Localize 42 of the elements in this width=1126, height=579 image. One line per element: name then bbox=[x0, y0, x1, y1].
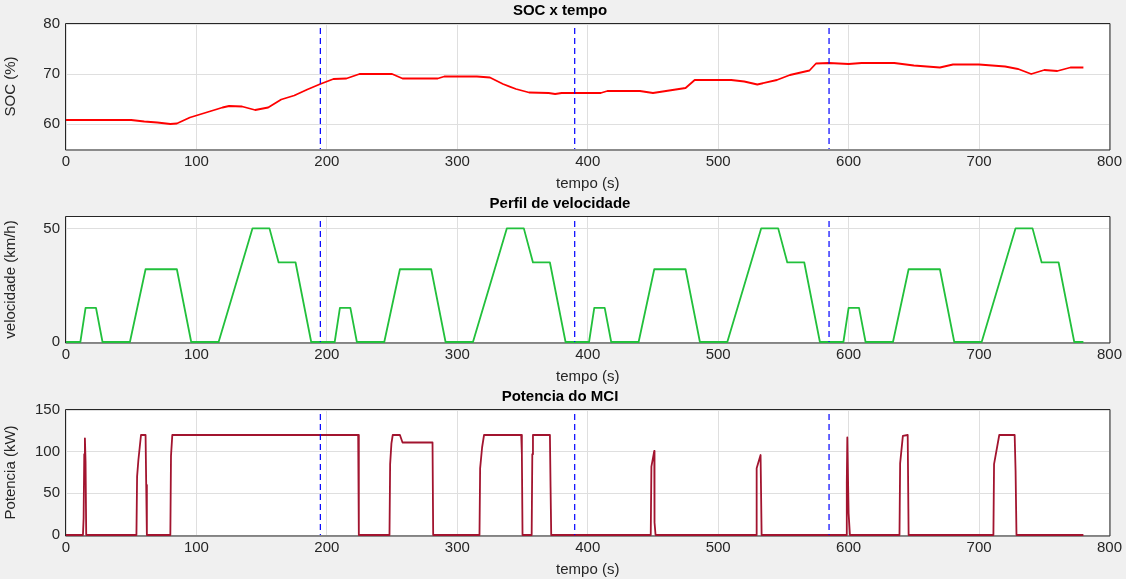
y-tick-label: 60 bbox=[43, 114, 60, 132]
chart-title: SOC x tempo bbox=[512, 1, 608, 19]
x-tick-label: 800 bbox=[1096, 538, 1122, 556]
x-tick-label: 300 bbox=[444, 345, 470, 363]
y-axis-title: velocidade (km/h) bbox=[1, 220, 19, 339]
x-tick-label: 500 bbox=[705, 152, 731, 170]
x-tick-label: 300 bbox=[444, 152, 470, 170]
y-tick-label: 50 bbox=[43, 218, 60, 236]
x-tick-label: 100 bbox=[183, 152, 209, 170]
x-tick-label: 400 bbox=[575, 152, 601, 170]
y-tick-label: 80 bbox=[43, 14, 60, 32]
x-tick-label: 200 bbox=[314, 538, 340, 556]
y-tick-label: 70 bbox=[43, 64, 60, 82]
x-tick-label: 800 bbox=[1096, 152, 1122, 170]
x-tick-label: 500 bbox=[705, 345, 731, 363]
x-tick-label: 600 bbox=[836, 345, 862, 363]
x-tick-label: 100 bbox=[183, 538, 209, 556]
x-axis-title: tempo (s) bbox=[556, 367, 620, 385]
y-tick-label: 0 bbox=[51, 332, 60, 350]
x-axis-title: tempo (s) bbox=[556, 560, 620, 578]
x-tick-label: 600 bbox=[836, 152, 862, 170]
y-axis-title: SOC (%) bbox=[1, 56, 19, 117]
y-tick-label: 100 bbox=[34, 441, 60, 459]
x-axis-title: tempo (s) bbox=[556, 174, 620, 192]
x-tick-label: 700 bbox=[966, 152, 992, 170]
x-tick-label: 500 bbox=[705, 538, 731, 556]
x-tick-label: 400 bbox=[575, 538, 601, 556]
y-axis-title: Potencia (kW) bbox=[1, 425, 19, 520]
x-tick-label: 700 bbox=[966, 345, 992, 363]
chart-title: Perfil de velocidade bbox=[489, 194, 631, 212]
x-tick-label: 100 bbox=[183, 345, 209, 363]
y-tick-label: 50 bbox=[43, 483, 60, 501]
x-tick-label: 600 bbox=[836, 538, 862, 556]
y-tick-label: 0 bbox=[51, 525, 60, 543]
x-tick-label: 300 bbox=[444, 538, 470, 556]
y-tick-label: 150 bbox=[34, 400, 60, 418]
chart-title: Potencia do MCI bbox=[501, 387, 619, 405]
x-tick-label: 400 bbox=[575, 345, 601, 363]
x-tick-label: 800 bbox=[1096, 345, 1122, 363]
x-tick-label: 200 bbox=[314, 345, 340, 363]
x-tick-label: 200 bbox=[314, 152, 340, 170]
x-tick-label: 700 bbox=[966, 538, 992, 556]
